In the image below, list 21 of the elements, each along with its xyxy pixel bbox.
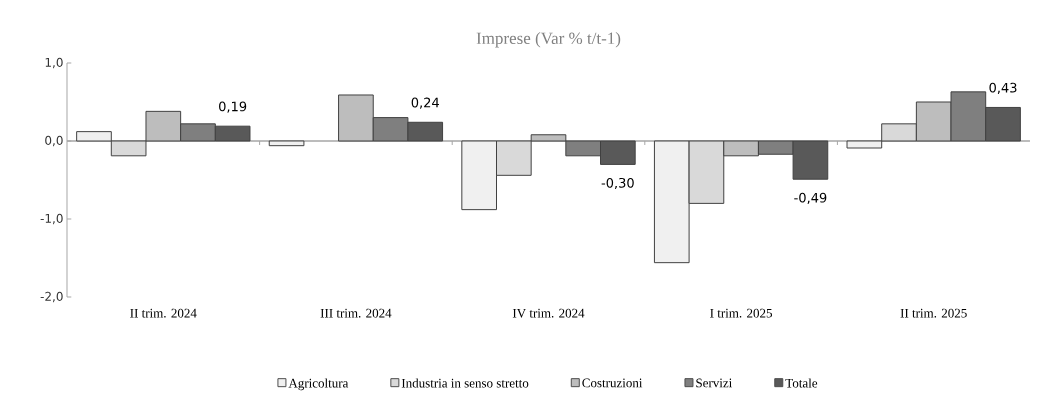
y-tick-label: -2,0 (40, 291, 63, 303)
x-tick-label: II trim. 2025 (900, 308, 967, 318)
legend-label: Totale (785, 378, 818, 388)
x-tick-label: II trim. 2024 (130, 308, 197, 318)
data-label: 0,24 (411, 97, 439, 109)
bar (268, 140, 305, 147)
legend-label: Agricoltura (288, 378, 349, 391)
legend-label: Servizi (696, 378, 733, 388)
x-tick-label: III trim. 2024 (320, 308, 392, 318)
y-tick-label: 1,0 (45, 57, 63, 69)
y-tick-label: -1,0 (40, 213, 63, 225)
data-label: -0,49 (794, 192, 827, 204)
data-label: 0,19 (219, 101, 247, 113)
x-tick-label: I trim. 2025 (710, 308, 772, 318)
x-tick-label: IV trim. 2024 (512, 308, 585, 318)
y-tick-label: 0,0 (45, 135, 63, 147)
legend-label: Costruzioni (582, 378, 643, 388)
data-label: 0,43 (989, 82, 1017, 94)
chart-title: Imprese (Var % t/t-1) (476, 32, 621, 48)
legend-label: Industria in senso stretto (401, 378, 529, 388)
data-label: -0,30 (601, 177, 634, 190)
